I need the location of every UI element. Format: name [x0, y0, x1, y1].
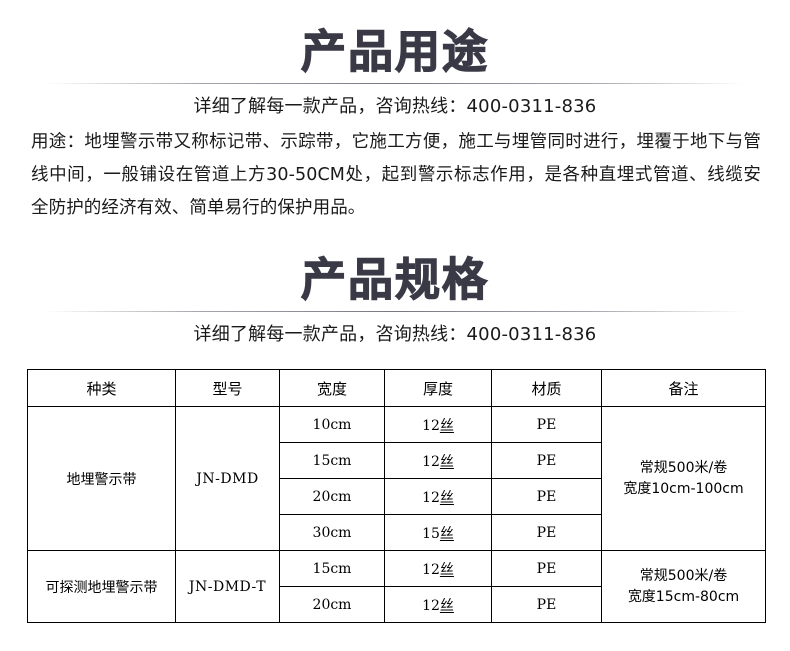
cell-width: 15cm — [279, 442, 385, 479]
cell-kind: 可探测地埋警示带 — [27, 550, 176, 623]
note-line-2: 宽度15cm-80cm — [627, 588, 740, 605]
thickness-value: 12 — [422, 453, 440, 470]
thickness-value: 12 — [422, 417, 440, 434]
heading-divider-rule — [45, 83, 745, 84]
table-row: 地埋警示带 JN-DMD 10cm 12丝 PE 常规500米/卷 宽度10cm… — [27, 406, 766, 551]
note-line-1: 常规500米/卷 — [639, 459, 728, 476]
note-line-1: 常规500米/卷 — [639, 567, 728, 584]
cell-width: 20cm — [279, 586, 385, 623]
table-row: 15cm 12丝 PE — [28, 442, 766, 479]
cell-material: PE — [491, 406, 602, 443]
thickness-unit: 丝 — [439, 597, 454, 614]
cell-width: 15cm — [279, 550, 385, 587]
cell-kind: 地埋警示带 — [27, 406, 176, 551]
column-header-note: 备注 — [601, 369, 766, 407]
cell-material: PE — [491, 550, 602, 587]
table-row: 30cm 15丝 PE — [28, 514, 766, 551]
table-row: 可探测地埋警示带 JN-DMD-T 15cm 12丝 PE 常规500米/卷 宽… — [27, 550, 766, 623]
thickness-unit: 丝 — [439, 489, 454, 506]
page-title-product-usage: 产品用途 — [300, 25, 489, 78]
cell-width: 10cm — [279, 406, 385, 443]
thickness-value: 12 — [422, 489, 440, 506]
column-header-width: 宽度 — [279, 369, 385, 407]
cell-material: PE — [491, 478, 602, 515]
table-row: 20cm 12丝 PE — [28, 586, 766, 623]
column-header-material: 材质 — [491, 369, 602, 407]
product-spec-table: 种类 型号 宽度 厚度 材质 备注 地埋警示带 JN-DMD 10cm 12丝 … — [27, 369, 766, 623]
cell-material: PE — [491, 442, 602, 479]
cell-thickness: 12丝 — [384, 478, 492, 515]
cell-model: JN-DMD — [175, 406, 280, 551]
cell-thickness: 15丝 — [384, 514, 492, 551]
thickness-unit: 丝 — [439, 417, 454, 434]
column-header-model: 型号 — [175, 369, 280, 407]
thickness-unit: 丝 — [439, 453, 454, 470]
cell-thickness: 12丝 — [384, 442, 492, 479]
table-row: 20cm 12丝 PE — [28, 478, 766, 515]
section-product-specs: 产品规格 详细了解每一款产品，咨询热线：400-0311-836 — [0, 253, 790, 347]
cell-note: 常规500米/卷 宽度15cm-80cm — [601, 550, 766, 623]
cell-thickness: 12丝 — [384, 406, 492, 443]
cell-note: 常规500米/卷 宽度10cm-100cm — [601, 406, 766, 551]
table-header-row: 种类 型号 宽度 厚度 材质 备注 — [27, 369, 766, 407]
cell-width: 30cm — [279, 514, 385, 551]
usage-description-paragraph: 用途：地埋警示带又称标记带、示踪带，它施工方便，施工与埋管同时进行，埋覆于地下与… — [31, 132, 761, 218]
thickness-unit: 丝 — [439, 525, 454, 542]
column-header-thickness: 厚度 — [384, 369, 492, 407]
cell-material: PE — [491, 514, 602, 551]
cell-thickness: 12丝 — [384, 586, 492, 623]
note-line-2: 宽度10cm-100cm — [623, 480, 744, 497]
thickness-value: 12 — [422, 561, 440, 578]
cell-material: PE — [491, 586, 602, 623]
heading-divider-rule-specs — [45, 311, 745, 312]
cell-width: 20cm — [279, 478, 385, 515]
page-title-product-specs: 产品规格 — [300, 253, 489, 306]
cell-thickness: 12丝 — [384, 550, 492, 587]
thickness-unit: 丝 — [439, 561, 454, 578]
thickness-value: 15 — [422, 525, 440, 542]
column-header-kind: 种类 — [27, 369, 176, 407]
thickness-value: 12 — [422, 597, 440, 614]
section-product-usage: 产品用途 详细了解每一款产品，咨询热线：400-0311-836 — [0, 25, 790, 119]
cell-model: JN-DMD-T — [175, 550, 280, 623]
spec-table-container: 种类 型号 宽度 厚度 材质 备注 地埋警示带 JN-DMD 10cm 12丝 … — [27, 369, 766, 623]
subtitle-hotline-specs: 详细了解每一款产品，咨询热线：400-0311-836 — [193, 324, 597, 345]
subtitle-hotline-usage: 详细了解每一款产品，咨询热线：400-0311-836 — [193, 96, 597, 117]
